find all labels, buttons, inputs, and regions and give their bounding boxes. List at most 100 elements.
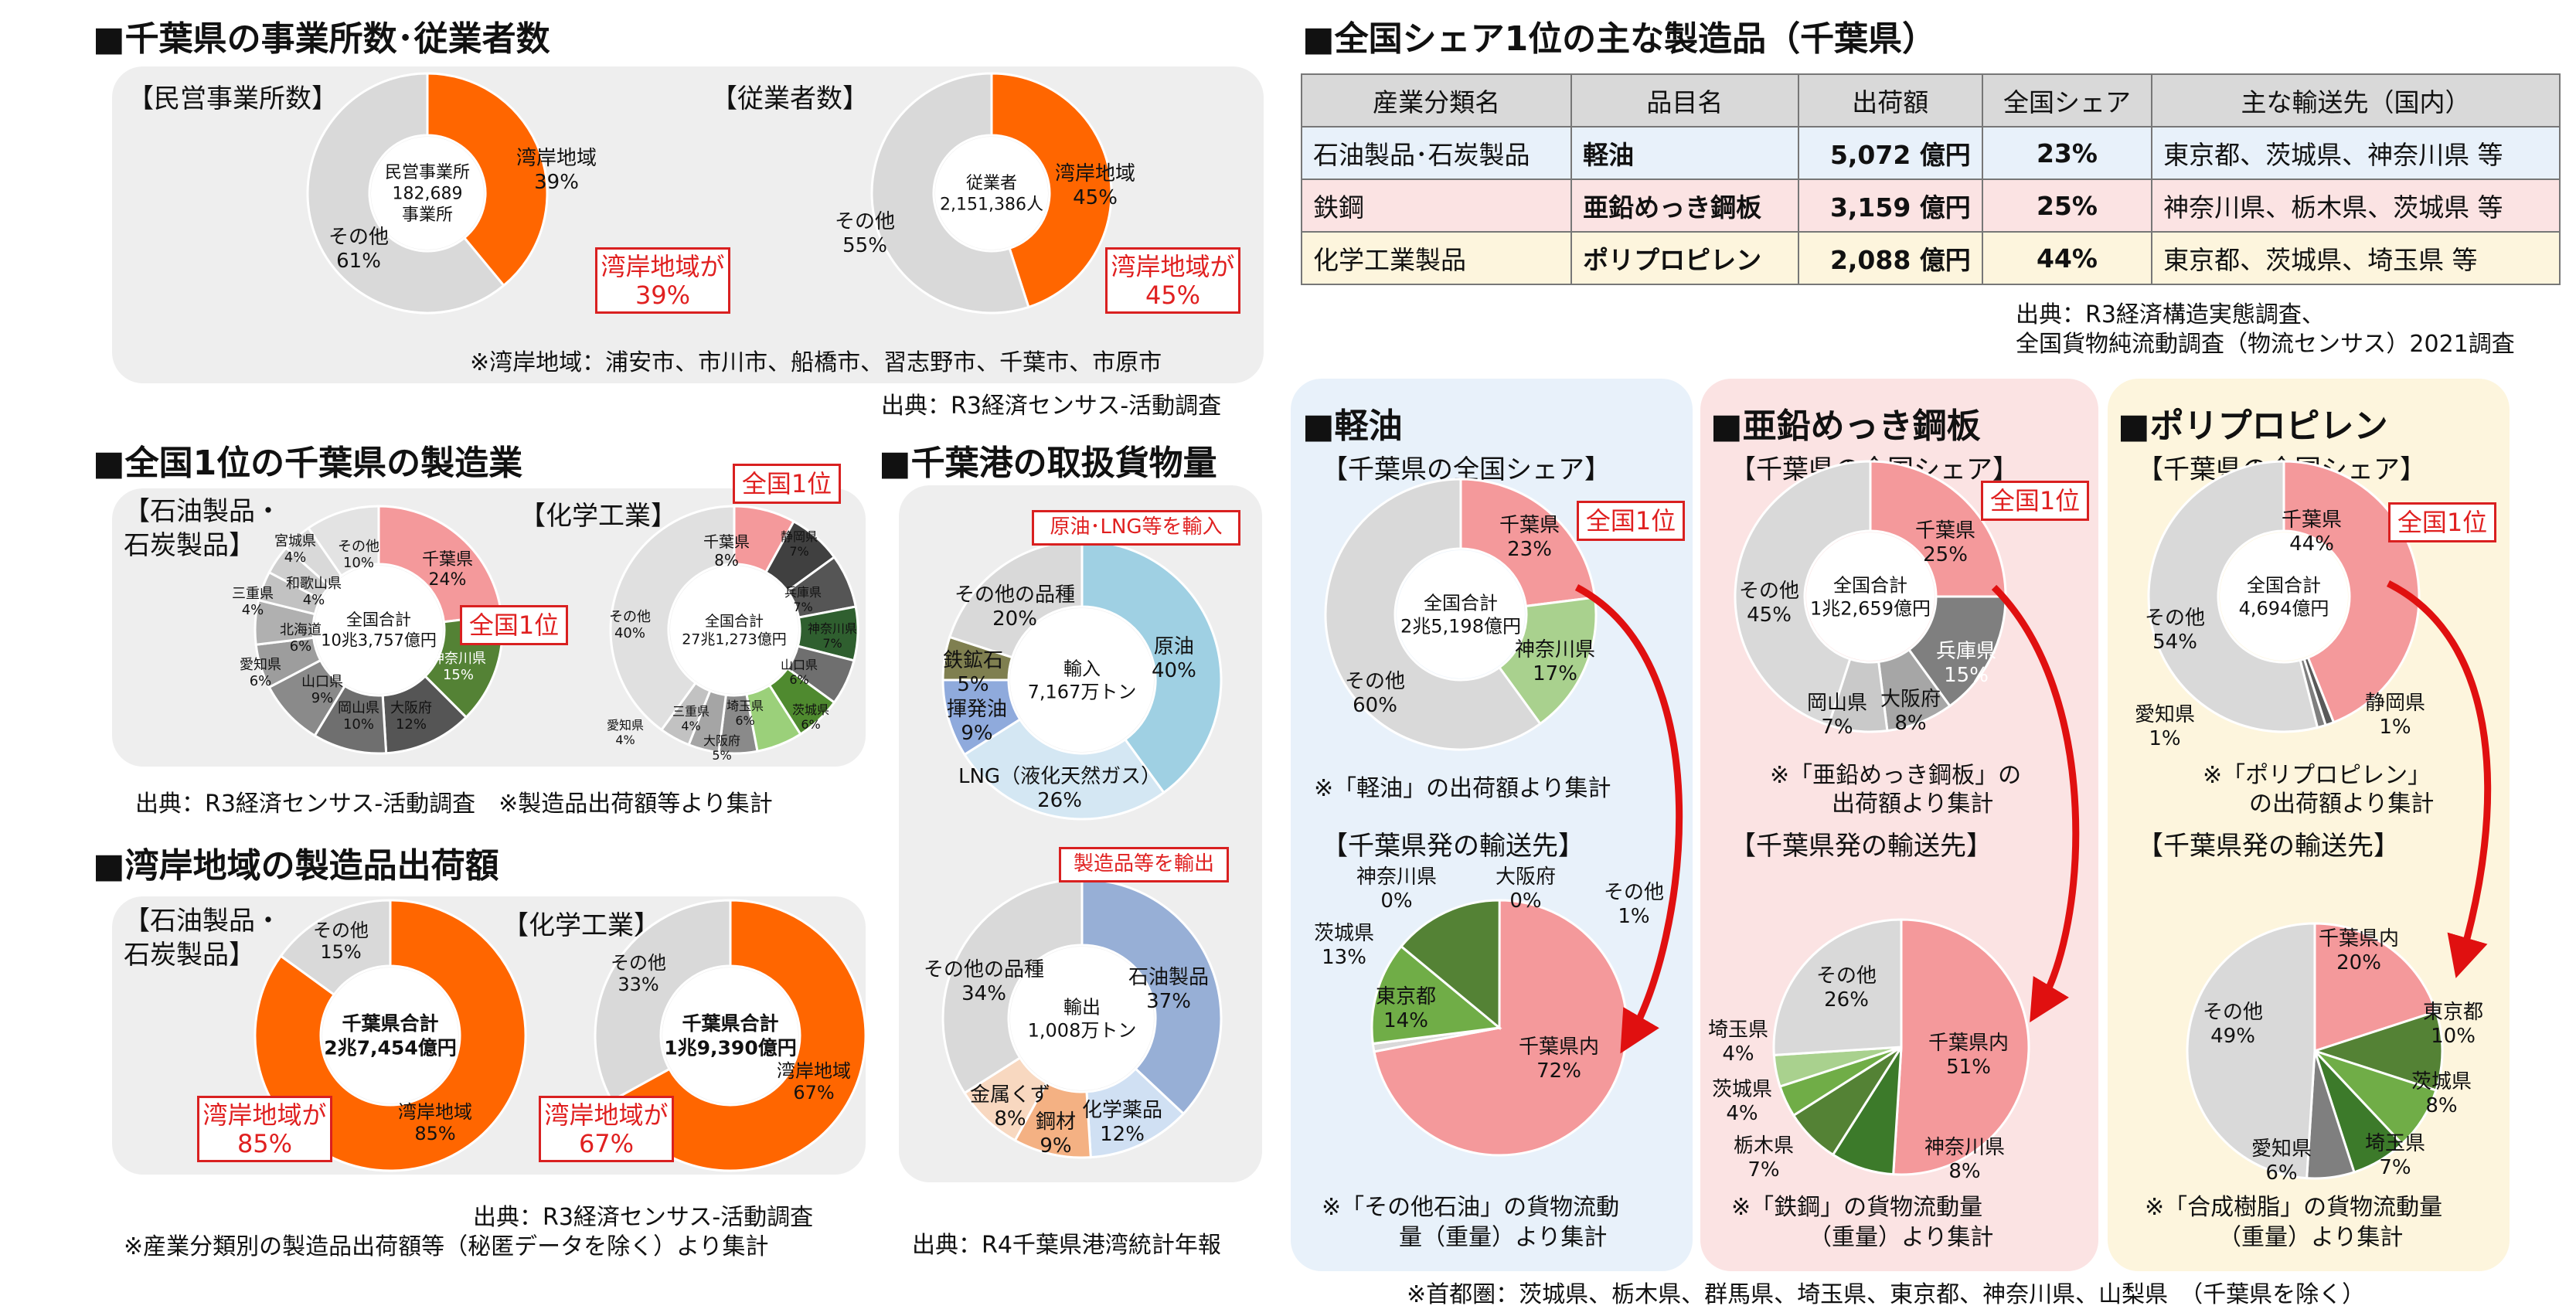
section-title-manufacturing: ■全国1位の千葉県の製造業 — [93, 444, 523, 483]
pie-port-import: 輸入7,167万トン — [941, 539, 1223, 821]
label-chem-mie: 三重県 4% — [672, 704, 710, 733]
table-cell: 神奈川県、栃木県、茨城県 等 — [2151, 179, 2561, 233]
label-chem-ibaraki: 茨城県 6% — [792, 702, 830, 732]
donut-hole — [1010, 608, 1154, 752]
label-zinc-other: その他 45% — [1739, 580, 1800, 627]
pie-slice-千葉県 — [2282, 460, 2421, 724]
pie-slice-その他 — [1734, 460, 1872, 727]
table-cell: 5,072 億円 — [1797, 126, 1983, 180]
table-cell: 化学工業製品 — [1300, 231, 1573, 285]
pie-establishments: 民営事業所 182,689 事業所 — [306, 72, 549, 315]
label-export-chemical: 化学薬品 12% — [1082, 1099, 1163, 1146]
pie-pp-dest — [2186, 922, 2444, 1180]
label-pet-osaka: 大阪府 12% — [390, 700, 432, 733]
source-census-1: 出典：R3経済センサス-活動調査 — [881, 393, 1222, 420]
pie-center-text: 全国合計 — [705, 613, 764, 630]
donut-hole — [1806, 532, 1935, 661]
donut-hole — [315, 566, 443, 694]
pie-slice-石油製品 — [1080, 878, 1223, 1116]
label-pet-mie: 三重県 4% — [232, 586, 274, 619]
table-header-0: 産業分類名 — [1300, 73, 1573, 128]
pie-slice-湾岸地域 — [426, 72, 549, 287]
label-diesel-chiba: 千葉県 23% — [1499, 514, 1560, 561]
pie-center-text: 2兆7,454億円 — [324, 1036, 456, 1059]
table-cell: 2,088 億円 — [1797, 231, 1983, 285]
label-pet-yamaguchi: 山口県 9% — [301, 674, 343, 707]
note-zinc-dest-b: （重量）より集計 — [1809, 1224, 1994, 1251]
label-pet-chiba: 千葉県 24% — [422, 550, 474, 590]
pie-center-text: 全国合計 — [2247, 574, 2321, 596]
label-export-petroleum: 石油製品 37% — [1128, 966, 1210, 1013]
table-header-1: 品目名 — [1570, 73, 1799, 128]
label-import-crude: 原油 40% — [1152, 635, 1196, 682]
callout-coastal-45: 湾岸地域が 45% — [1105, 247, 1240, 314]
note-zinc-b: 出荷額より集計 — [1832, 791, 1994, 818]
note-diesel: ※「軽油」の出荷額より集計 — [1314, 775, 1611, 802]
label-pet-hokkaido: 北海道 6% — [280, 622, 322, 655]
label-export-other: その他の品種 34% — [924, 958, 1045, 1005]
donut-hole — [322, 967, 458, 1103]
table-row: 鉄鋼 亜鉛めっき鋼板 3,159 億円 25% 神奈川県、栃木県、茨城県 等 — [1300, 179, 2561, 233]
label-pp-chiba: 千葉県 44% — [2282, 508, 2343, 556]
pie-slice-湾岸地域 — [990, 72, 1113, 309]
label-ship-chem-other: その他 33% — [611, 952, 666, 996]
label-pet-kanagawa: 神奈川県 15% — [430, 651, 486, 684]
label-establishments: 【民営事業所数】 — [128, 83, 338, 114]
source-table-b: 全国貨物純流動調査（物流センサス）2021調査 — [2016, 331, 2515, 358]
label-ship-pet-other: その他 15% — [313, 920, 369, 964]
pie-slice-その他 — [1324, 478, 1542, 751]
label-chem-hyogo: 兵庫県 7% — [784, 585, 822, 614]
sub-dest-zinc: 【千葉県発の輸送先】 — [1730, 831, 1992, 862]
pie-center-text: 民営事業所 — [385, 163, 470, 182]
label-petroleum: 【石油製品・ 石炭製品】 — [124, 496, 281, 562]
label-dd-tokyo: 東京都 14% — [1376, 985, 1437, 1032]
pie-center-text: 全国合計 — [1833, 574, 1907, 596]
pie-center-text: 10兆3,757億円 — [321, 631, 437, 649]
pie-employees: 従業者 2,151,386人 — [870, 72, 1113, 315]
label-pd-ibaraki: 茨城県 8% — [2411, 1070, 2472, 1117]
label-pd-tokyo: 東京都 10% — [2423, 1001, 2484, 1048]
pie-diesel-dest — [1370, 899, 1628, 1157]
table-cell: 44% — [1981, 231, 2153, 285]
label-pet-wakayama: 和歌山県 4% — [286, 576, 342, 609]
sub-dest-pp: 【千葉県発の輸送先】 — [2137, 831, 2400, 862]
label-chem-saitama: 埼玉県 6% — [727, 699, 764, 728]
pie-center-text: 輸出 — [1063, 996, 1101, 1018]
source-port: 出典：R4千葉県港湾統計年報 — [912, 1232, 1221, 1259]
callout-first-chem: 全国1位 — [733, 464, 841, 504]
pie-center-text: 2兆5,198億円 — [1400, 615, 1521, 637]
pie-center-text: 1兆9,390億円 — [664, 1036, 796, 1059]
label-diesel-kanagawa: 神奈川県 17% — [1515, 638, 1596, 685]
section-title-coastal: ■湾岸地域の製造品出荷額 — [93, 846, 499, 886]
label-dd-kanagawa: 神奈川県 0% — [1356, 865, 1438, 913]
note-diesel-dest-a: ※「その他石油」の貨物流動 — [1322, 1194, 1620, 1221]
donut-hole — [1397, 550, 1525, 678]
source-census-2: 出典：R3経済センサス-活動調査 ※製造品出荷額等より集計 — [135, 791, 773, 818]
pie-center-text: 1兆2,659億円 — [1810, 597, 1931, 619]
callout-first-diesel: 全国1位 — [1577, 501, 1685, 541]
pie-slice-千葉県 — [1869, 460, 2007, 598]
label-pd-aichi: 愛知県 6% — [2251, 1137, 2312, 1185]
card-title-zinc: ■亜鉛めっき鋼板 — [1710, 406, 1981, 446]
pie-center-text: 千葉県合計 — [342, 1012, 438, 1035]
table-row: 石油製品･石炭製品 軽油 5,072 億円 23% 東京都、茨城県、神奈川県 等 — [1300, 126, 2561, 180]
label-estab-coastal: 湾岸地域 39% — [516, 147, 597, 194]
callout-first-zinc: 全国1位 — [1981, 481, 2089, 521]
source-census-3: 出典：R3経済センサス-活動調査 — [473, 1204, 814, 1231]
label-emp-other: その他 55% — [835, 210, 896, 257]
donut-hole — [662, 967, 798, 1103]
card-title-diesel: ■軽油 — [1302, 406, 1403, 446]
pie-slice-LNG（液化天然ガス） — [962, 717, 1165, 821]
note-pp-dest-b: （重量）より集計 — [2218, 1224, 2404, 1251]
table-cell: 東京都、茨城県、神奈川県 等 — [2151, 126, 2561, 180]
label-dd-osaka: 大阪府 0% — [1496, 865, 1557, 913]
note-zinc-dest-a: ※「鉄鋼」の貨物流動量 — [1731, 1194, 1983, 1221]
label-export-steel: 鋼材 9% — [1036, 1110, 1077, 1158]
label-pp-other: その他 54% — [2145, 607, 2206, 654]
label-chem-kanagawa: 神奈川県 7% — [808, 621, 858, 651]
card-title-pp: ■ポリプロピレン — [2118, 406, 2388, 446]
table-header-3: 全国シェア — [1981, 73, 2153, 128]
